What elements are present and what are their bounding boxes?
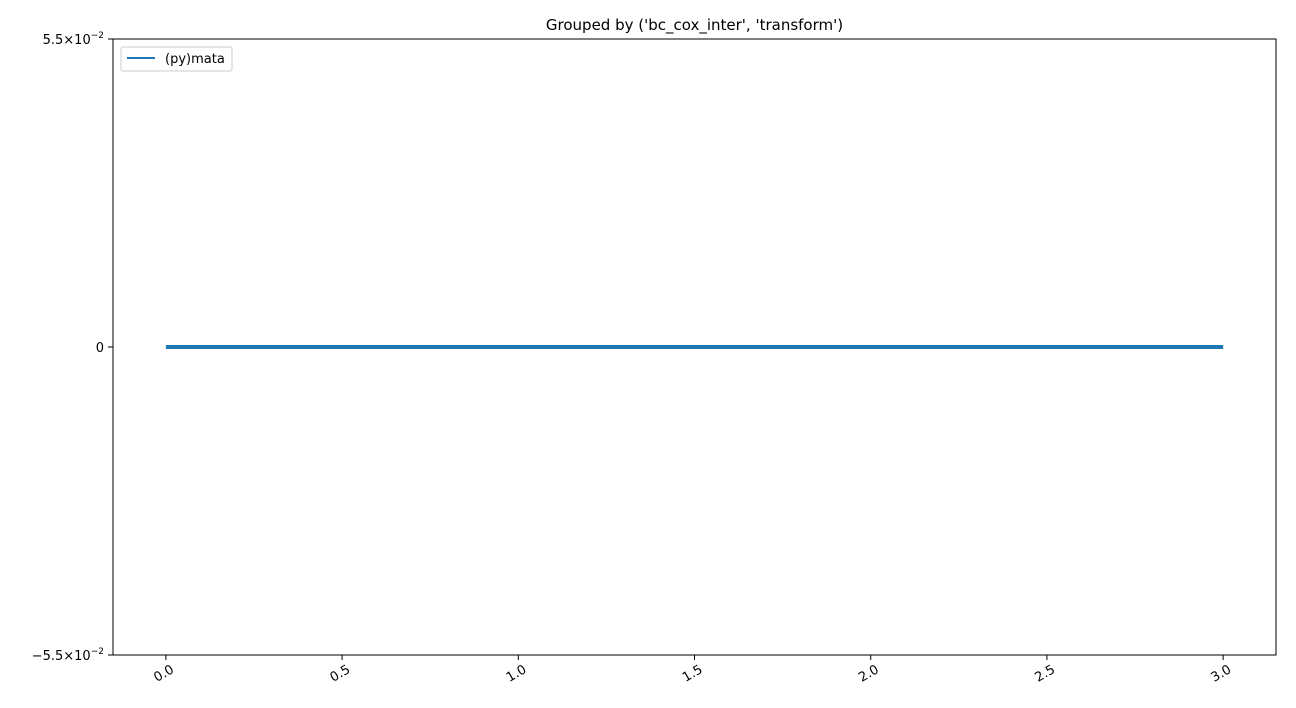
chart-title: Grouped by ('bc_cox_inter', 'transform') [546, 16, 843, 35]
x-tick-label: 1.0 [504, 662, 529, 685]
y-tick-label: 0 [96, 341, 104, 356]
x-tick-label: 3.0 [1209, 662, 1234, 685]
legend: (py)mata [120, 46, 233, 72]
x-tick-label: 2.5 [1032, 662, 1057, 685]
y-axis: 5.5×10−2 0 −5.5×10−2 [32, 31, 113, 664]
y-tick-label: 5.5×10−2 [43, 31, 104, 48]
x-tick-label: 1.5 [680, 662, 705, 685]
y-tick-label: −5.5×10−2 [32, 647, 104, 664]
x-tick-label: 0.0 [151, 662, 176, 685]
legend-box [120, 46, 233, 72]
legend-label: (py)mata [165, 52, 225, 67]
x-axis: 0.0 0.5 1.0 1.5 2.0 2.5 3.0 [151, 655, 1234, 686]
x-tick-label: 2.0 [856, 662, 881, 685]
x-tick-label: 0.5 [328, 662, 353, 685]
